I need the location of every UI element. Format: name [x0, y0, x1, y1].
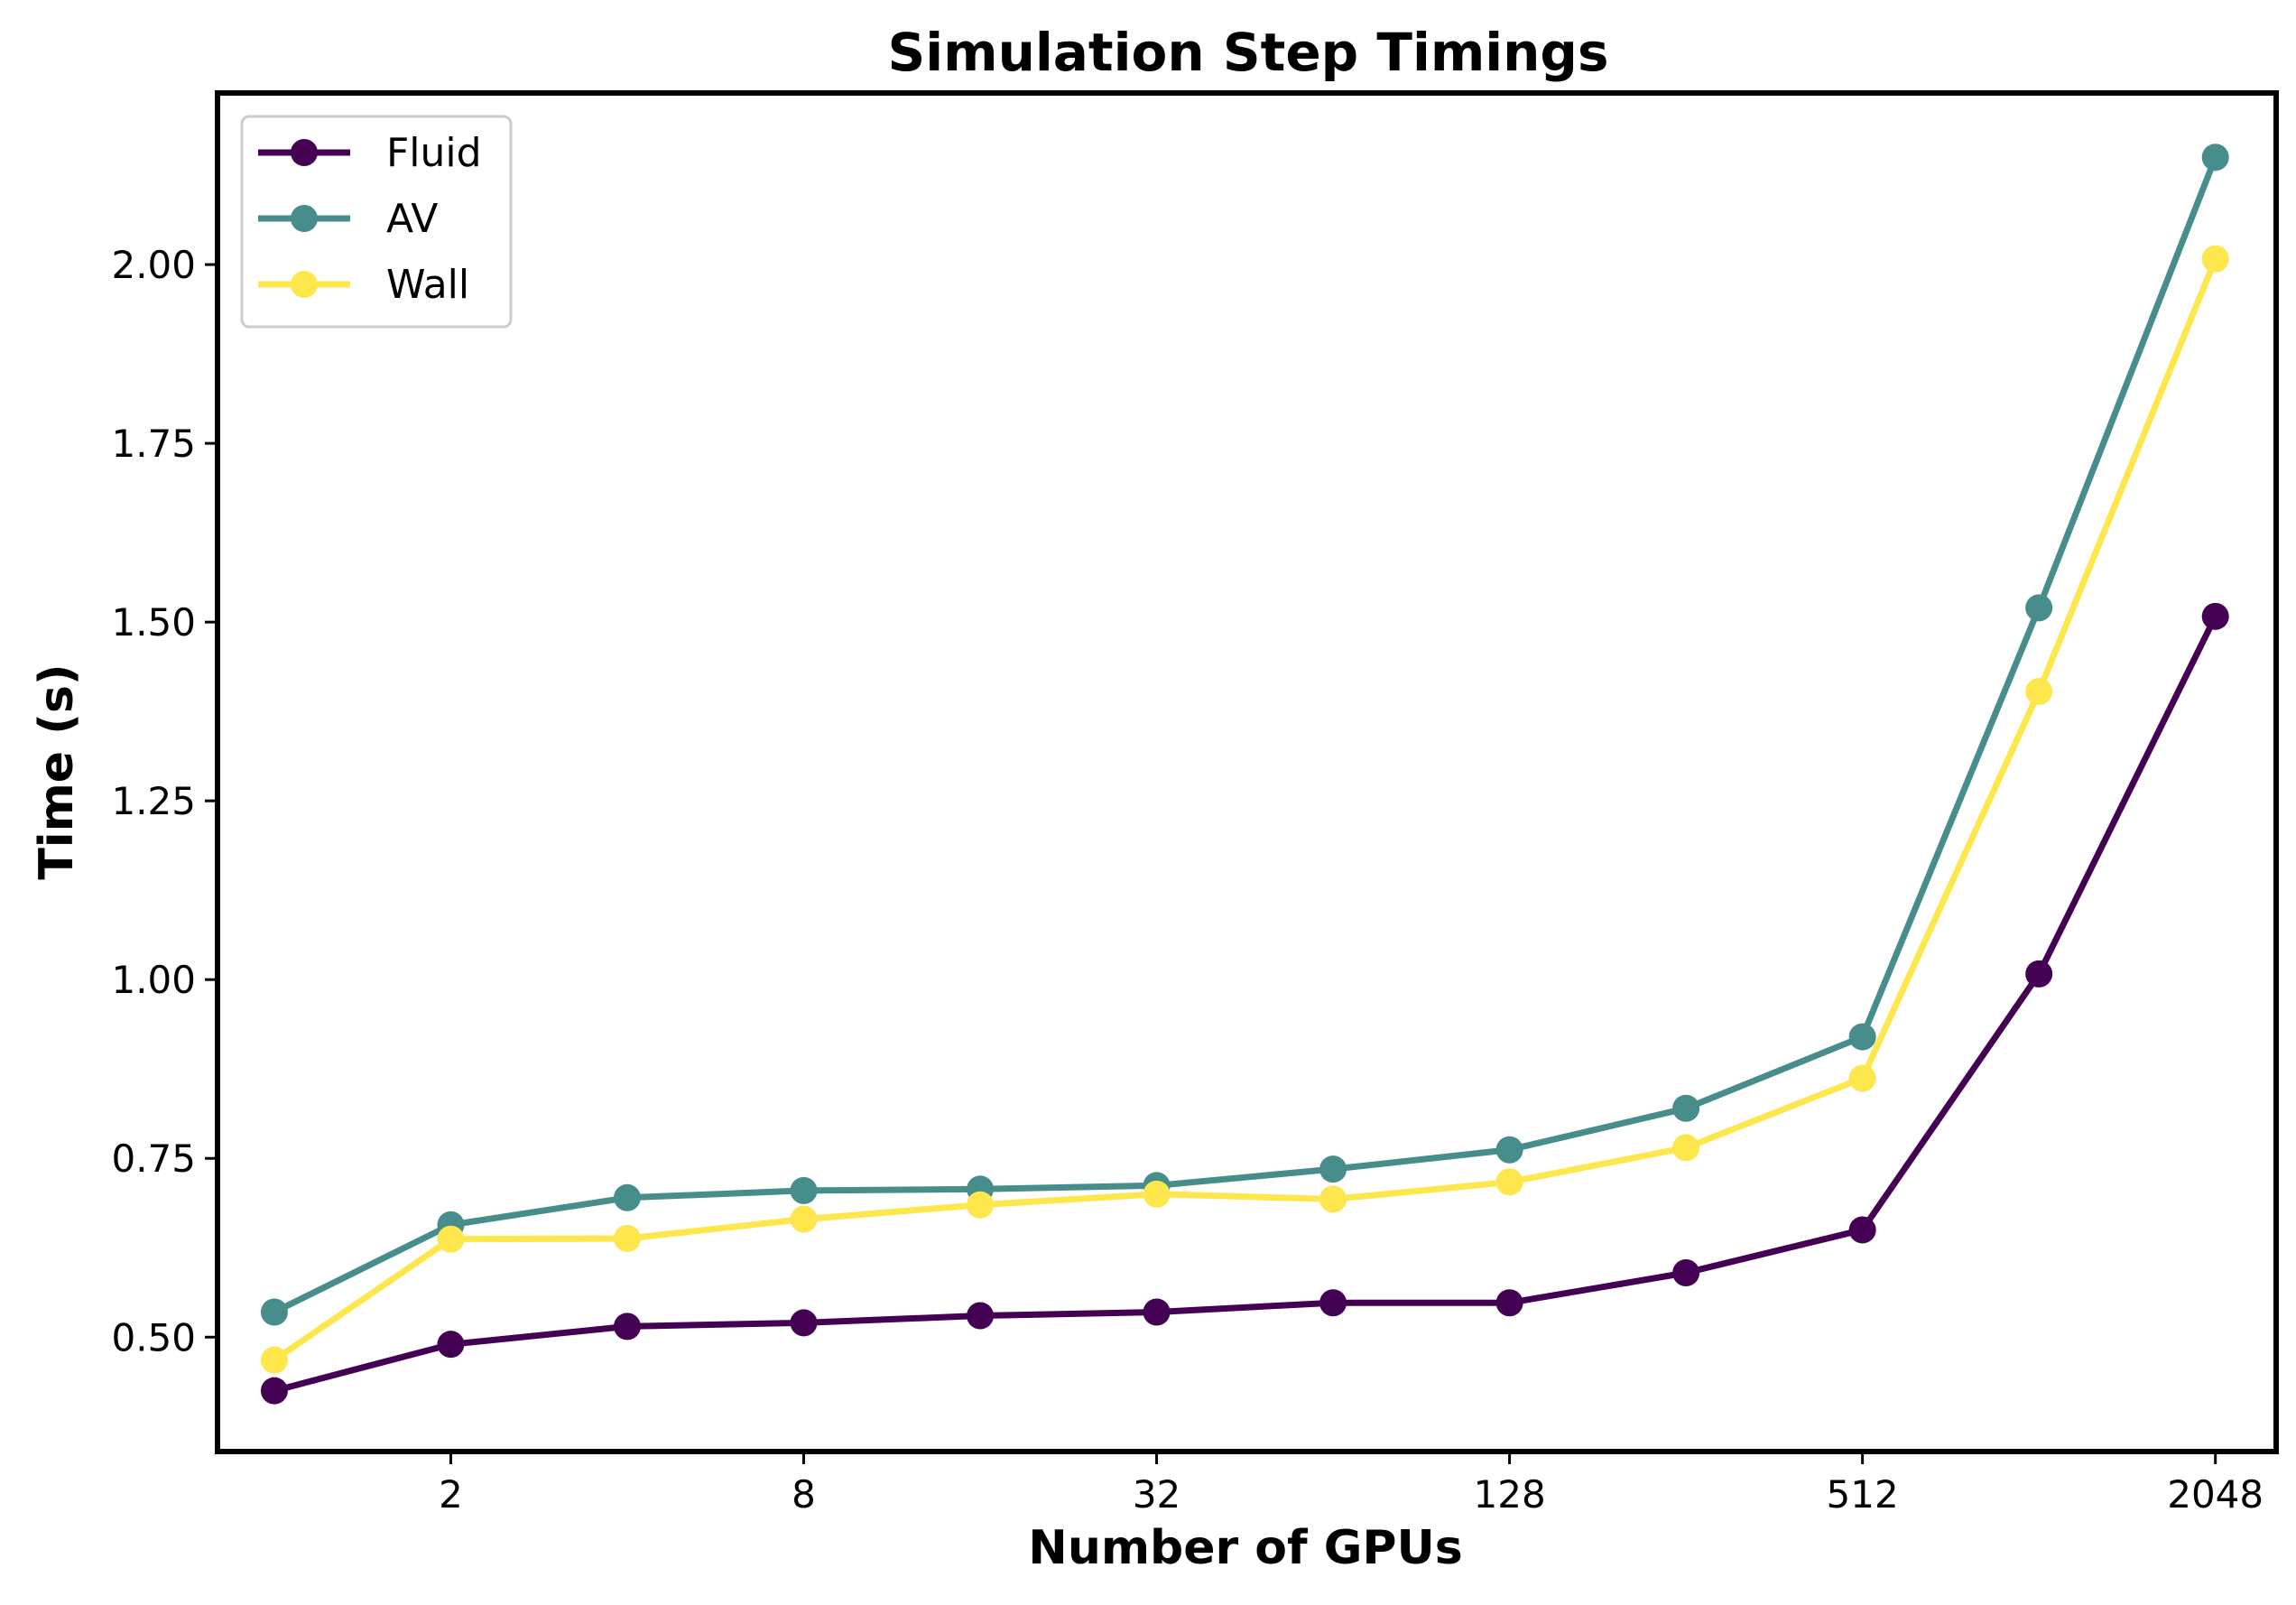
y-tick-label: 0.50	[111, 1315, 196, 1359]
y-axis-label: Time (s)	[30, 663, 84, 879]
series-line-av	[273, 156, 2218, 1315]
data-point-av	[1848, 1023, 1876, 1051]
data-point-av	[2025, 594, 2053, 622]
series-line-fluid	[273, 615, 2218, 1395]
legend-marker	[291, 205, 318, 232]
legend-marker	[291, 271, 318, 298]
data-point-wall	[2025, 677, 2053, 705]
data-point-wall	[790, 1205, 818, 1233]
data-point-av	[790, 1176, 818, 1204]
data-point-av	[2201, 144, 2229, 172]
data-point-fluid	[1143, 1298, 1171, 1326]
data-point-fluid	[1319, 1289, 1347, 1317]
legend: Fluid AV Wall	[240, 115, 513, 329]
data-point-fluid	[1848, 1216, 1876, 1244]
x-tick-label: 32	[1133, 1472, 1180, 1517]
y-tick-label: 2.00	[111, 243, 196, 287]
x-axis: 2 8 32 128 512 2048	[439, 1452, 2264, 1517]
x-tick-label: 8	[792, 1472, 816, 1517]
y-tick-label: 1.50	[111, 600, 196, 645]
legend-item-av: AV	[258, 196, 438, 242]
data-point-av	[1319, 1155, 1347, 1183]
legend-label: Fluid	[386, 130, 482, 176]
x-tick-label: 128	[1474, 1472, 1546, 1517]
data-point-fluid	[613, 1313, 641, 1341]
data-point-wall	[613, 1224, 641, 1252]
x-tick-label: 512	[1827, 1472, 1899, 1517]
series-wall	[260, 245, 2229, 1374]
legend-marker	[291, 139, 318, 166]
series-fluid	[260, 602, 2229, 1405]
data-point-wall	[1319, 1185, 1347, 1213]
data-point-fluid	[1495, 1289, 1523, 1317]
data-point-fluid	[2025, 960, 2053, 988]
legend-label: AV	[386, 196, 438, 242]
x-axis-label: Number of GPUs	[1028, 1521, 1462, 1575]
data-point-fluid	[2201, 602, 2229, 630]
data-point-fluid	[437, 1331, 465, 1359]
data-point-fluid	[260, 1377, 288, 1405]
y-tick-label: 1.75	[111, 422, 196, 466]
data-point-wall	[1495, 1168, 1523, 1196]
data-point-wall	[967, 1191, 995, 1219]
data-point-wall	[260, 1346, 288, 1374]
data-point-wall	[1672, 1134, 1700, 1162]
chart-title: Simulation Step Timings	[888, 22, 1609, 83]
legend-label: Wall	[386, 262, 469, 308]
series-av	[260, 144, 2229, 1326]
data-point-fluid	[790, 1309, 818, 1337]
data-point-fluid	[1672, 1258, 1700, 1286]
data-point-av	[613, 1183, 641, 1211]
data-point-wall	[1848, 1064, 1876, 1092]
data-point-wall	[2201, 245, 2229, 273]
legend-item-wall: Wall	[258, 262, 469, 308]
y-tick-label: 1.00	[111, 958, 196, 1002]
plot-area	[260, 144, 2229, 1405]
data-point-av	[1672, 1094, 1700, 1122]
legend-item-fluid: Fluid	[258, 130, 482, 176]
x-tick-label: 2	[439, 1472, 463, 1517]
series-line-wall	[272, 257, 2218, 1363]
y-tick-label: 0.75	[111, 1136, 196, 1181]
y-axis: 0.50 0.75 1.00 1.25 1.50 1.75 2.00	[111, 243, 218, 1359]
data-point-wall	[437, 1225, 465, 1253]
data-point-av	[260, 1298, 288, 1326]
x-tick-label: 2048	[2167, 1472, 2264, 1517]
plot-frame	[215, 90, 2279, 1454]
y-tick-label: 1.25	[111, 779, 196, 823]
data-point-av	[1495, 1136, 1523, 1164]
data-point-fluid	[967, 1302, 995, 1330]
data-point-wall	[1143, 1180, 1171, 1208]
